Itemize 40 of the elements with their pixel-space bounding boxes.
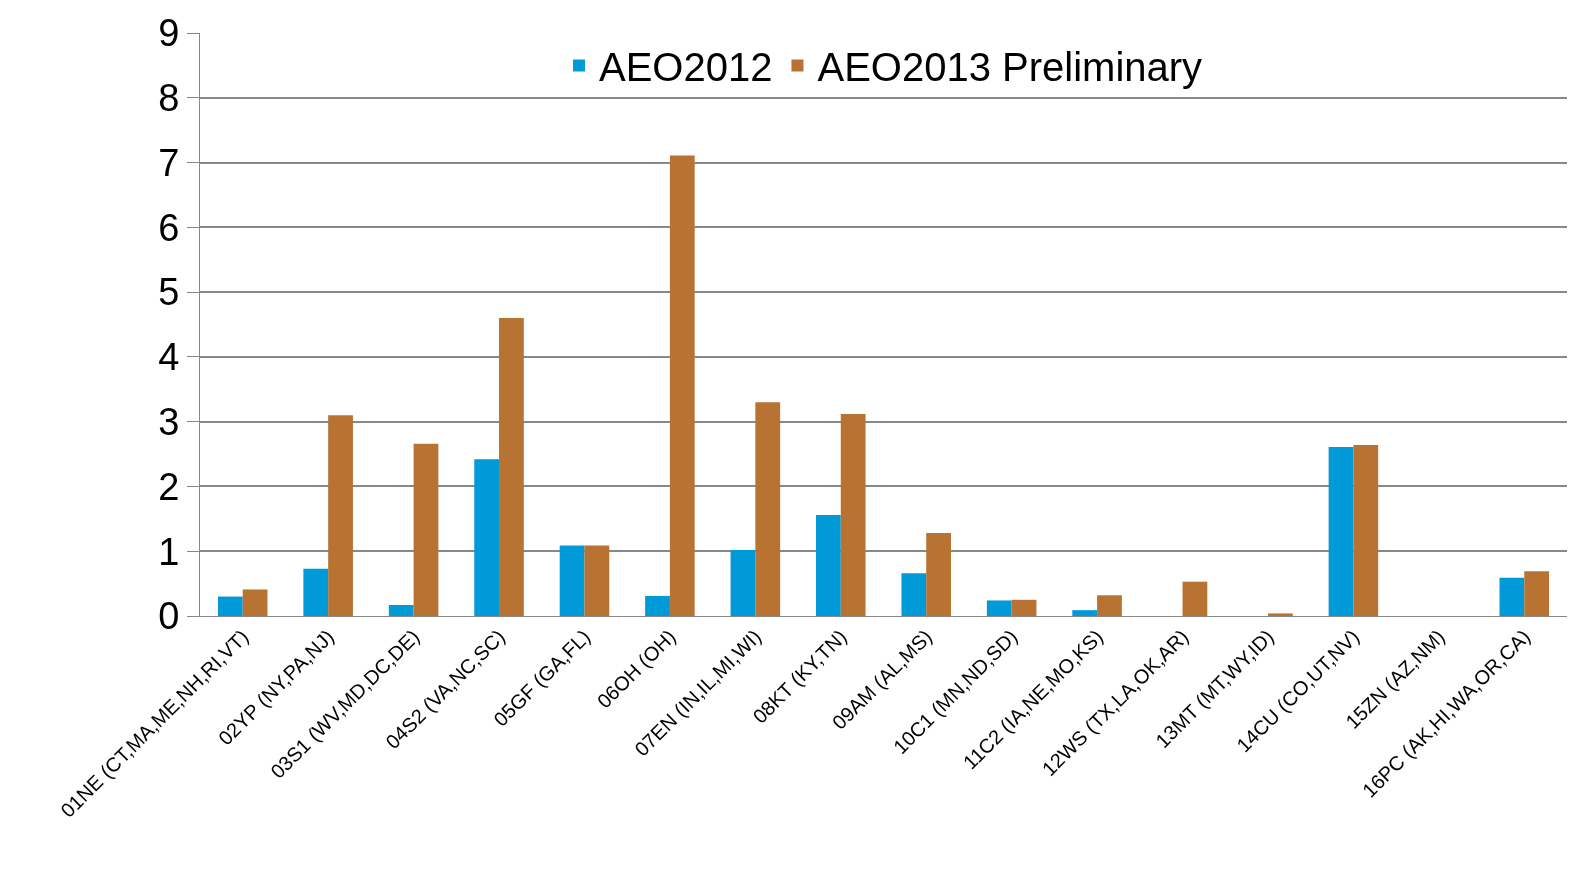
bar [1524,571,1550,616]
y-tick-label: 7 [158,141,180,184]
bar [474,459,500,616]
bar [584,545,610,616]
legend-label: AEO2012 [599,45,773,90]
bar [388,604,414,616]
bar [901,573,927,616]
bar [559,545,585,616]
y-tick-label: 0 [158,595,180,638]
y-tick-label: 4 [158,336,180,379]
bar [413,443,439,616]
bar [1011,599,1037,616]
bar [1072,610,1098,616]
bar [986,600,1012,616]
bar [1499,577,1525,616]
y-tick-label: 9 [158,12,180,55]
bar [217,596,243,616]
bar [1267,613,1293,616]
y-tick-label: 3 [158,400,180,443]
bar [755,402,781,616]
bar [669,155,695,616]
bar [1353,444,1379,616]
bar [499,318,524,616]
bar [242,589,268,616]
bar [1328,446,1354,616]
y-tick-label: 6 [158,206,180,249]
bar [1182,581,1208,616]
bar [926,533,951,616]
bar [303,568,329,616]
y-tick-label: 2 [158,465,180,508]
y-tick-label: 5 [158,271,180,314]
y-tick-label: 1 [158,530,180,573]
bar [816,514,841,616]
bar [1097,595,1122,616]
legend-label: AEO2013 Preliminary [817,45,1203,90]
bar [730,549,756,616]
y-tick-label: 8 [158,77,180,120]
bar [645,595,670,616]
bar [328,415,353,616]
bar [840,413,866,616]
